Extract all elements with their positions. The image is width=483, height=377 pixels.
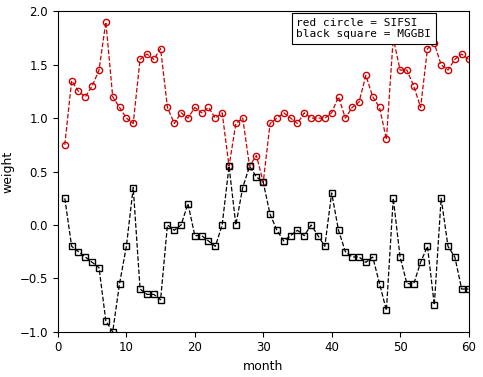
Y-axis label: weight: weight xyxy=(1,150,14,193)
X-axis label: month: month xyxy=(243,360,284,373)
Text: red circle = SIFSI
black square = MGGBI: red circle = SIFSI black square = MGGBI xyxy=(296,18,431,39)
